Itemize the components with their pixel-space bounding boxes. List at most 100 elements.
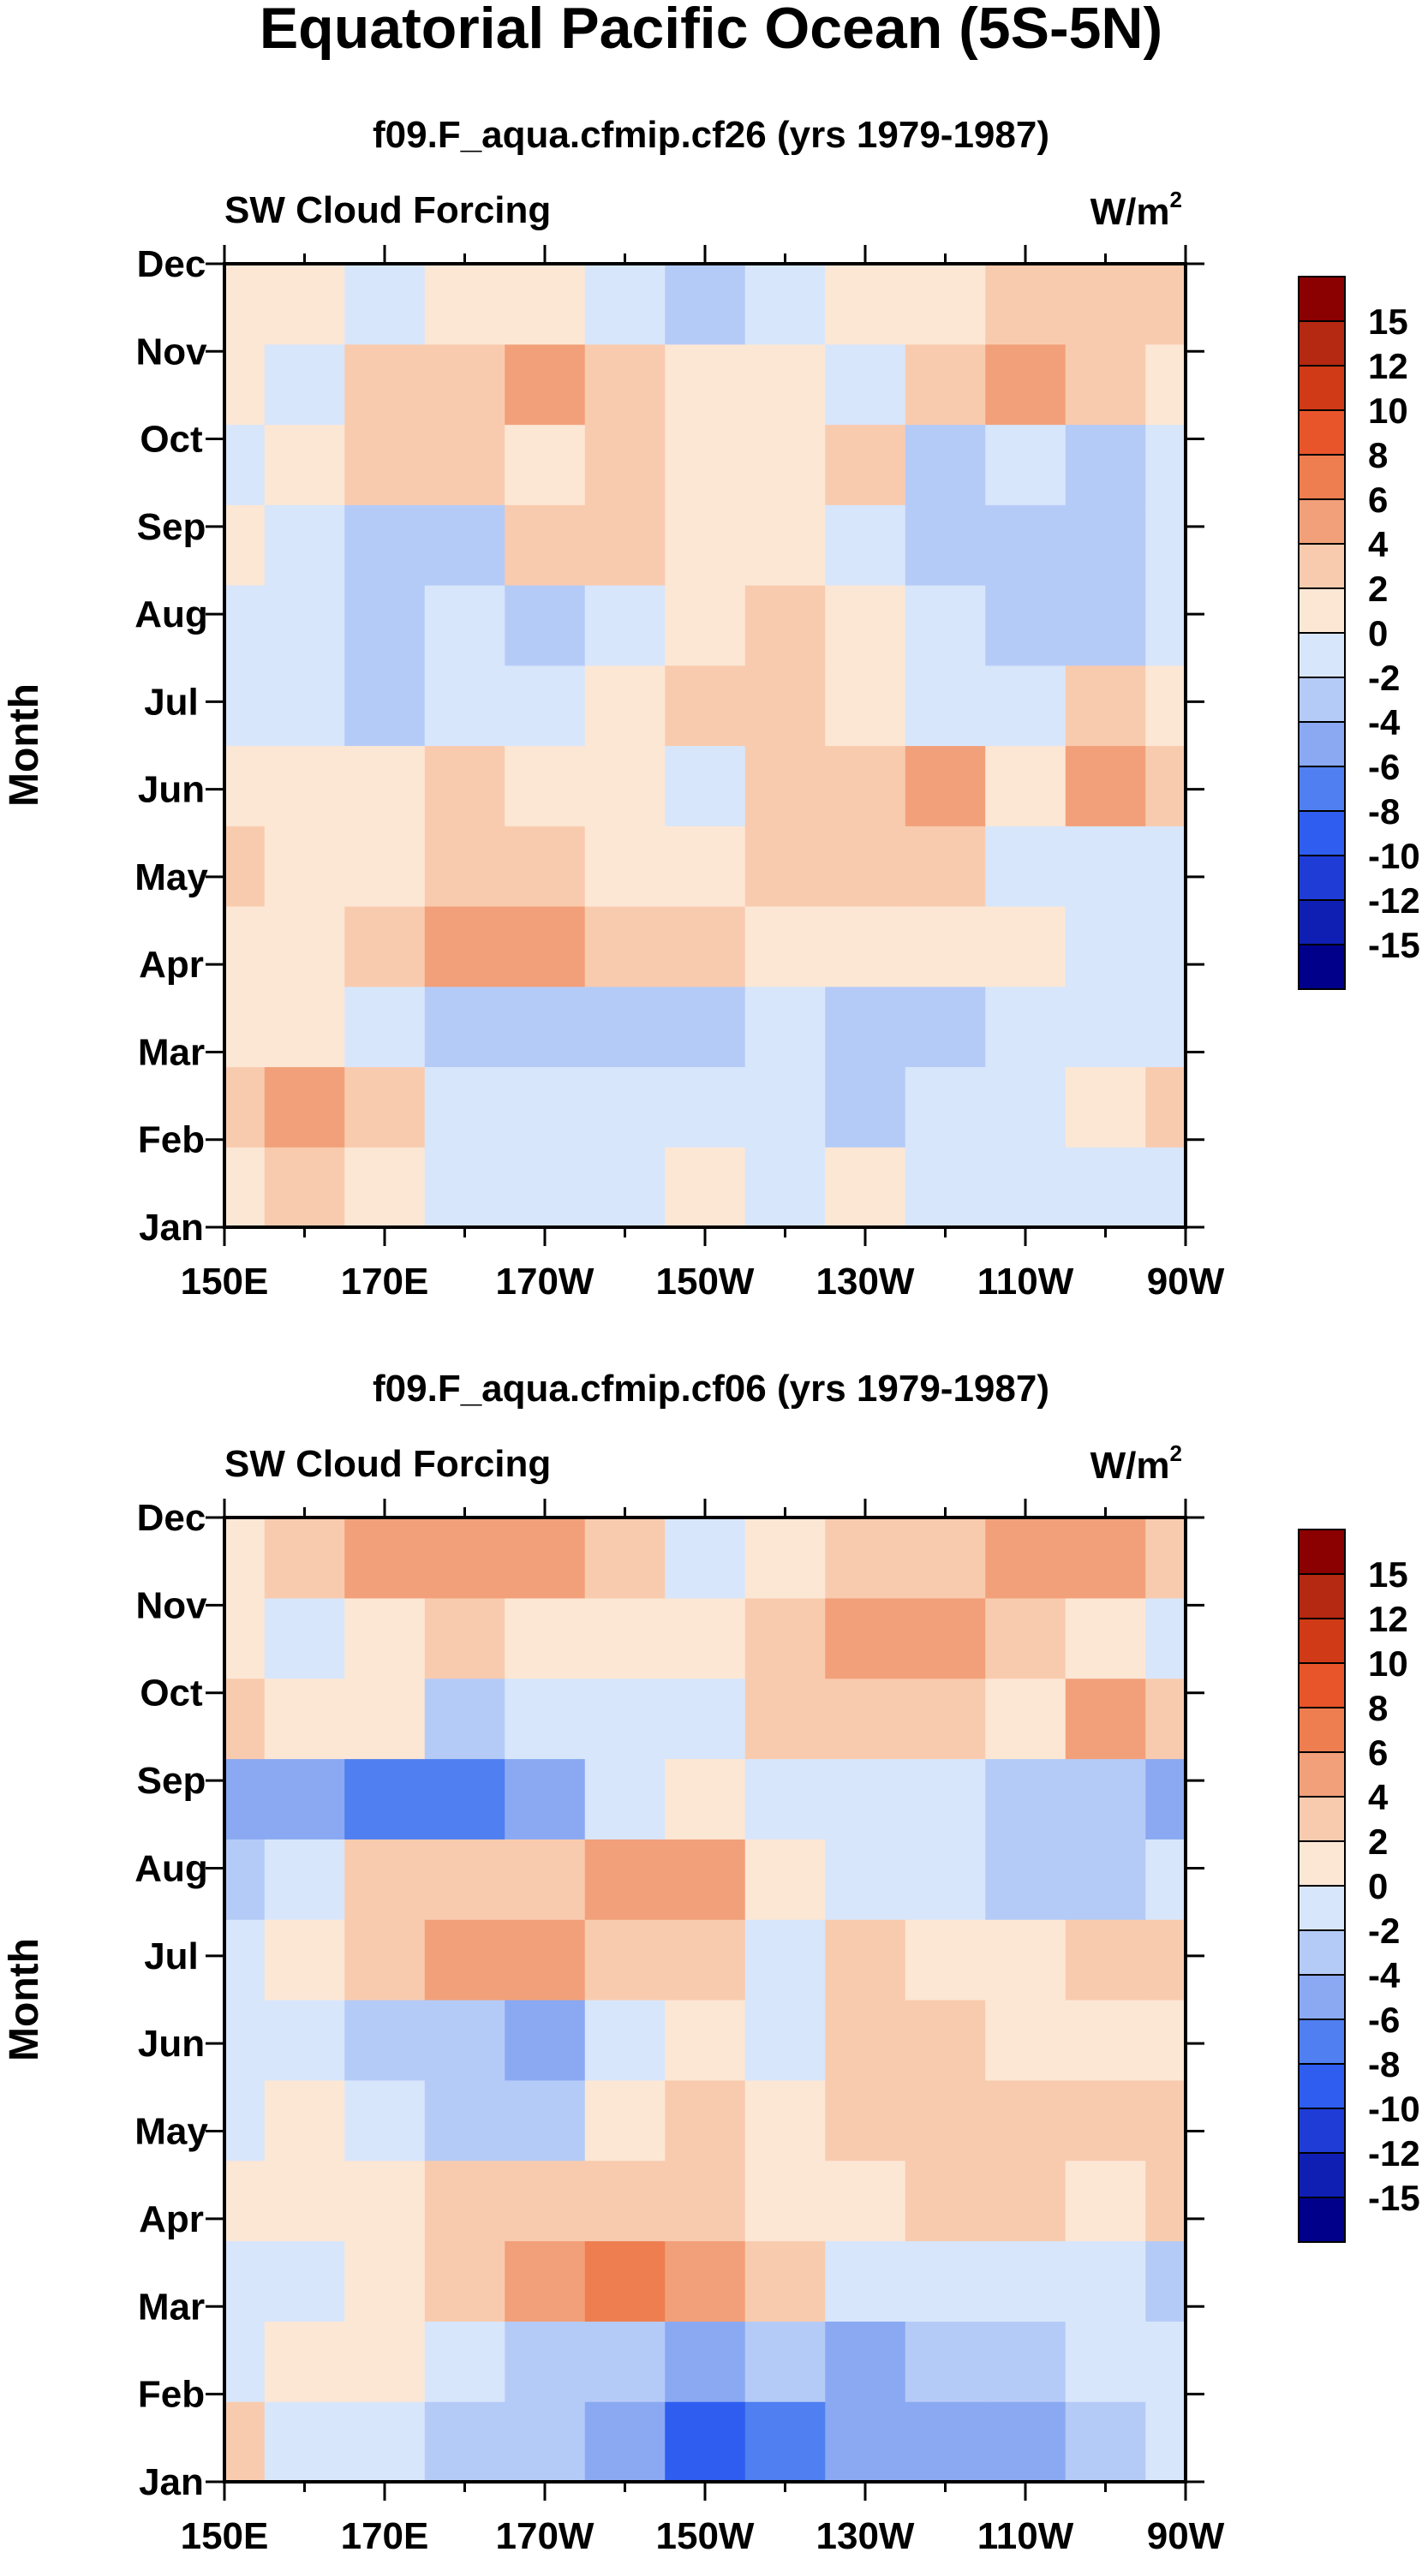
heatmap-cell xyxy=(1065,264,1146,345)
heatmap-cell xyxy=(424,1758,505,1840)
heatmap-cell xyxy=(985,1839,1066,1920)
colorbar-label: 6 xyxy=(1368,1732,1388,1773)
heatmap-cell xyxy=(424,2000,505,2081)
heatmap-cell xyxy=(264,504,345,586)
colorbar-label: -6 xyxy=(1368,747,1400,787)
heatmap-cell xyxy=(1145,585,1186,666)
heatmap-cell xyxy=(505,2321,586,2402)
panel-2-ylabel: Month xyxy=(2,1938,47,2061)
heatmap-cell xyxy=(264,343,345,426)
colorbar-swatch xyxy=(1298,1974,1346,2020)
x-tick-label: 150E xyxy=(181,2515,269,2557)
heatmap-cell xyxy=(905,1839,986,1920)
heatmap-cell xyxy=(224,906,266,987)
heatmap-cell xyxy=(905,2160,986,2242)
colorbar-label: 12 xyxy=(1368,346,1408,386)
heatmap-cell xyxy=(584,1597,666,1679)
heatmap-cell xyxy=(905,2321,986,2402)
heatmap-cell xyxy=(905,665,986,747)
heatmap-cell xyxy=(584,1839,666,1920)
heatmap-cell xyxy=(584,826,666,907)
heatmap-cell xyxy=(344,1758,426,1840)
heatmap-cell xyxy=(905,1518,986,1599)
heatmap-cell xyxy=(985,2321,1066,2402)
heatmap-cell xyxy=(424,1066,505,1148)
heatmap-cell xyxy=(744,1147,826,1228)
x-tick-label: 170W xyxy=(496,1261,594,1303)
heatmap-cell xyxy=(344,1678,426,1760)
x-tick-label: 130W xyxy=(816,2515,915,2557)
heatmap-cell xyxy=(224,745,266,826)
heatmap-cell xyxy=(264,1919,345,2001)
heatmap-cell xyxy=(505,2160,586,2242)
heatmap-cell xyxy=(224,504,266,586)
heatmap-cell xyxy=(584,585,666,666)
heatmap-cell xyxy=(905,1919,986,2001)
heatmap-cell xyxy=(224,665,266,747)
heatmap-cell xyxy=(665,2240,746,2322)
heatmap-cell xyxy=(744,1678,826,1760)
colorbar-label: -8 xyxy=(1368,791,1400,832)
heatmap-cell xyxy=(1065,1839,1146,1920)
heatmap-cell xyxy=(665,424,746,505)
heatmap-cell xyxy=(665,1839,746,1920)
colorbar-swatch xyxy=(1298,498,1346,545)
heatmap-cell xyxy=(1145,826,1186,907)
colorbar-swatch xyxy=(1298,1573,1346,1619)
heatmap-cell xyxy=(505,1678,586,1760)
heatmap-cell xyxy=(1145,2000,1186,2081)
colorbar-label: -4 xyxy=(1368,1955,1401,1995)
panel-2-left-label: SW Cloud Forcing xyxy=(224,1443,551,1485)
heatmap-cell xyxy=(344,504,426,586)
heatmap-cell xyxy=(224,2160,266,2242)
y-tick-label: Apr xyxy=(139,2198,204,2240)
heatmap-cell xyxy=(344,585,426,666)
heatmap-cell xyxy=(264,1597,345,1679)
heatmap-cell xyxy=(744,1919,826,2001)
y-tick-label: Oct xyxy=(140,1673,203,1714)
heatmap-cell xyxy=(344,1066,426,1148)
heatmap-cell xyxy=(505,1758,586,1840)
heatmap-cell xyxy=(1145,1678,1186,1760)
heatmap-cell xyxy=(584,2401,666,2483)
heatmap-cell xyxy=(505,424,586,505)
colorbar-swatch xyxy=(1298,766,1346,812)
heatmap-cell xyxy=(424,1147,505,1228)
y-tick-label: Jun xyxy=(138,2023,205,2065)
heatmap-cell xyxy=(825,2401,906,2483)
heatmap-cell xyxy=(584,2321,666,2402)
page-title: Equatorial Pacific Ocean (5S-5N) xyxy=(260,0,1162,61)
colorbar-label: 0 xyxy=(1368,1866,1388,1906)
panel-2-cells xyxy=(224,1518,1186,2483)
y-tick-label: Dec xyxy=(137,1497,206,1539)
panel-1-axes: Jan Feb Mar Apr May Jun Jul Aug Sep Oct Nov Dec 150E… xyxy=(134,243,1224,1303)
colorbar-label: -4 xyxy=(1368,702,1401,742)
y-tick-label: Jul xyxy=(144,681,199,723)
x-tick-label: 150E xyxy=(181,1261,269,1303)
colorbar-label: -10 xyxy=(1368,836,1420,876)
colorbar-swatch xyxy=(1298,855,1346,901)
heatmap-cell xyxy=(744,986,826,1068)
colorbar-swatch xyxy=(1298,1885,1346,1931)
heatmap-cell xyxy=(1145,343,1186,426)
heatmap-cell xyxy=(1065,1147,1146,1228)
heatmap-cell xyxy=(1065,1758,1146,1840)
x-tick-label: 170E xyxy=(341,1261,429,1303)
heatmap-cell xyxy=(584,264,666,345)
heatmap-cell xyxy=(1145,1518,1186,1599)
heatmap-cell xyxy=(744,745,826,826)
heatmap-cell xyxy=(1065,504,1146,586)
colorbar-swatch xyxy=(1298,1529,1346,1575)
heatmap-cell xyxy=(224,1758,266,1840)
heatmap-cell xyxy=(344,424,426,505)
heatmap-cell xyxy=(505,2000,586,2081)
heatmap-cell xyxy=(744,1066,826,1148)
heatmap-cell xyxy=(344,2321,426,2402)
heatmap-cell xyxy=(424,1597,505,1679)
colorbar-label: -6 xyxy=(1368,2000,1400,2040)
heatmap-cell xyxy=(1145,665,1186,747)
heatmap-cell xyxy=(905,2240,986,2322)
heatmap-cell xyxy=(505,826,586,907)
heatmap-cell xyxy=(985,2401,1066,2483)
